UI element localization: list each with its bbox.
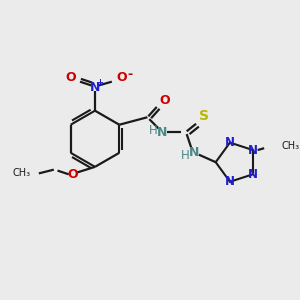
Text: N: N [225, 136, 235, 149]
Text: O: O [65, 71, 76, 84]
Text: O: O [116, 71, 127, 84]
Text: N: N [248, 168, 258, 181]
Text: O: O [159, 94, 169, 107]
Text: -: - [127, 68, 132, 81]
Text: +: + [96, 78, 103, 87]
Text: N: N [225, 175, 235, 188]
Text: N: N [157, 126, 167, 139]
Text: S: S [200, 109, 209, 123]
Text: N: N [248, 144, 258, 157]
Text: CH₃: CH₃ [281, 141, 299, 151]
Text: CH₃: CH₃ [12, 168, 30, 178]
Text: O: O [67, 168, 78, 181]
Text: H: H [180, 149, 189, 162]
Text: H: H [148, 124, 158, 137]
Text: N: N [90, 81, 100, 94]
Text: N: N [189, 146, 200, 159]
